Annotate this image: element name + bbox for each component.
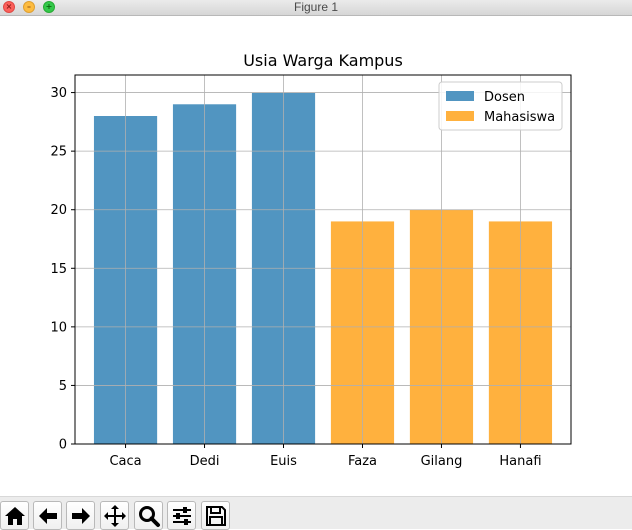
y-tick-label: 5 [59, 379, 67, 394]
pan-button[interactable] [100, 501, 129, 530]
close-window-button[interactable]: × [3, 1, 15, 13]
navigation-toolbar [0, 496, 632, 530]
minimize-icon: – [27, 2, 31, 11]
figure-canvas[interactable]: 0 5 10 15 20 25 30 Caca Dedi Euis Faza Gilang Hanafi… [0, 16, 632, 496]
x-tick-label-caca: Caca [109, 454, 141, 469]
back-button[interactable] [33, 501, 62, 530]
y-tick-label: 0 [59, 438, 67, 453]
legend-swatch-mahasiswa [446, 111, 474, 121]
magnifier-icon [139, 506, 160, 527]
x-tick-label-hanafi: Hanafi [499, 454, 541, 469]
window-title: Figure 1 [293, 0, 339, 14]
move-icon [104, 505, 126, 527]
forward-button[interactable] [66, 501, 95, 530]
window-titlebar: × – + Figure 1 [0, 0, 632, 16]
x-tick-label-faza: Faza [348, 454, 377, 469]
arrow-right-icon [72, 508, 90, 524]
y-tick-label: 15 [50, 262, 67, 277]
legend-label-dosen: Dosen [484, 90, 525, 105]
save-button[interactable] [201, 501, 230, 530]
maximize-window-button[interactable]: + [43, 1, 55, 13]
x-tick-label-dedi: Dedi [190, 454, 220, 469]
zoom-button[interactable] [134, 501, 163, 530]
bar-chart: 0 5 10 15 20 25 30 Caca Dedi Euis Faza Gilang Hanafi… [50, 51, 572, 469]
floppy-disk-icon [206, 506, 226, 526]
legend-label-mahasiswa: Mahasiswa [484, 110, 555, 125]
y-tick-label: 30 [50, 86, 67, 101]
maximize-icon: + [45, 2, 53, 11]
sliders-icon [173, 507, 191, 525]
home-icon [5, 507, 25, 525]
minimize-window-button[interactable]: – [23, 1, 35, 13]
plot-frame [74, 74, 572, 445]
legend-swatch-dosen [446, 91, 474, 101]
y-tick-label: 10 [50, 320, 67, 335]
home-button[interactable] [0, 501, 29, 530]
arrow-left-icon [39, 508, 57, 524]
y-tick-label: 20 [50, 203, 67, 218]
y-tick-label: 25 [50, 145, 67, 160]
x-tick-label-gilang: Gilang [421, 454, 463, 469]
configure-subplots-button[interactable] [167, 501, 196, 530]
x-tick-label-euis: Euis [270, 454, 297, 469]
chart-title: Usia Warga Kampus [243, 51, 403, 70]
close-icon: × [5, 2, 13, 11]
